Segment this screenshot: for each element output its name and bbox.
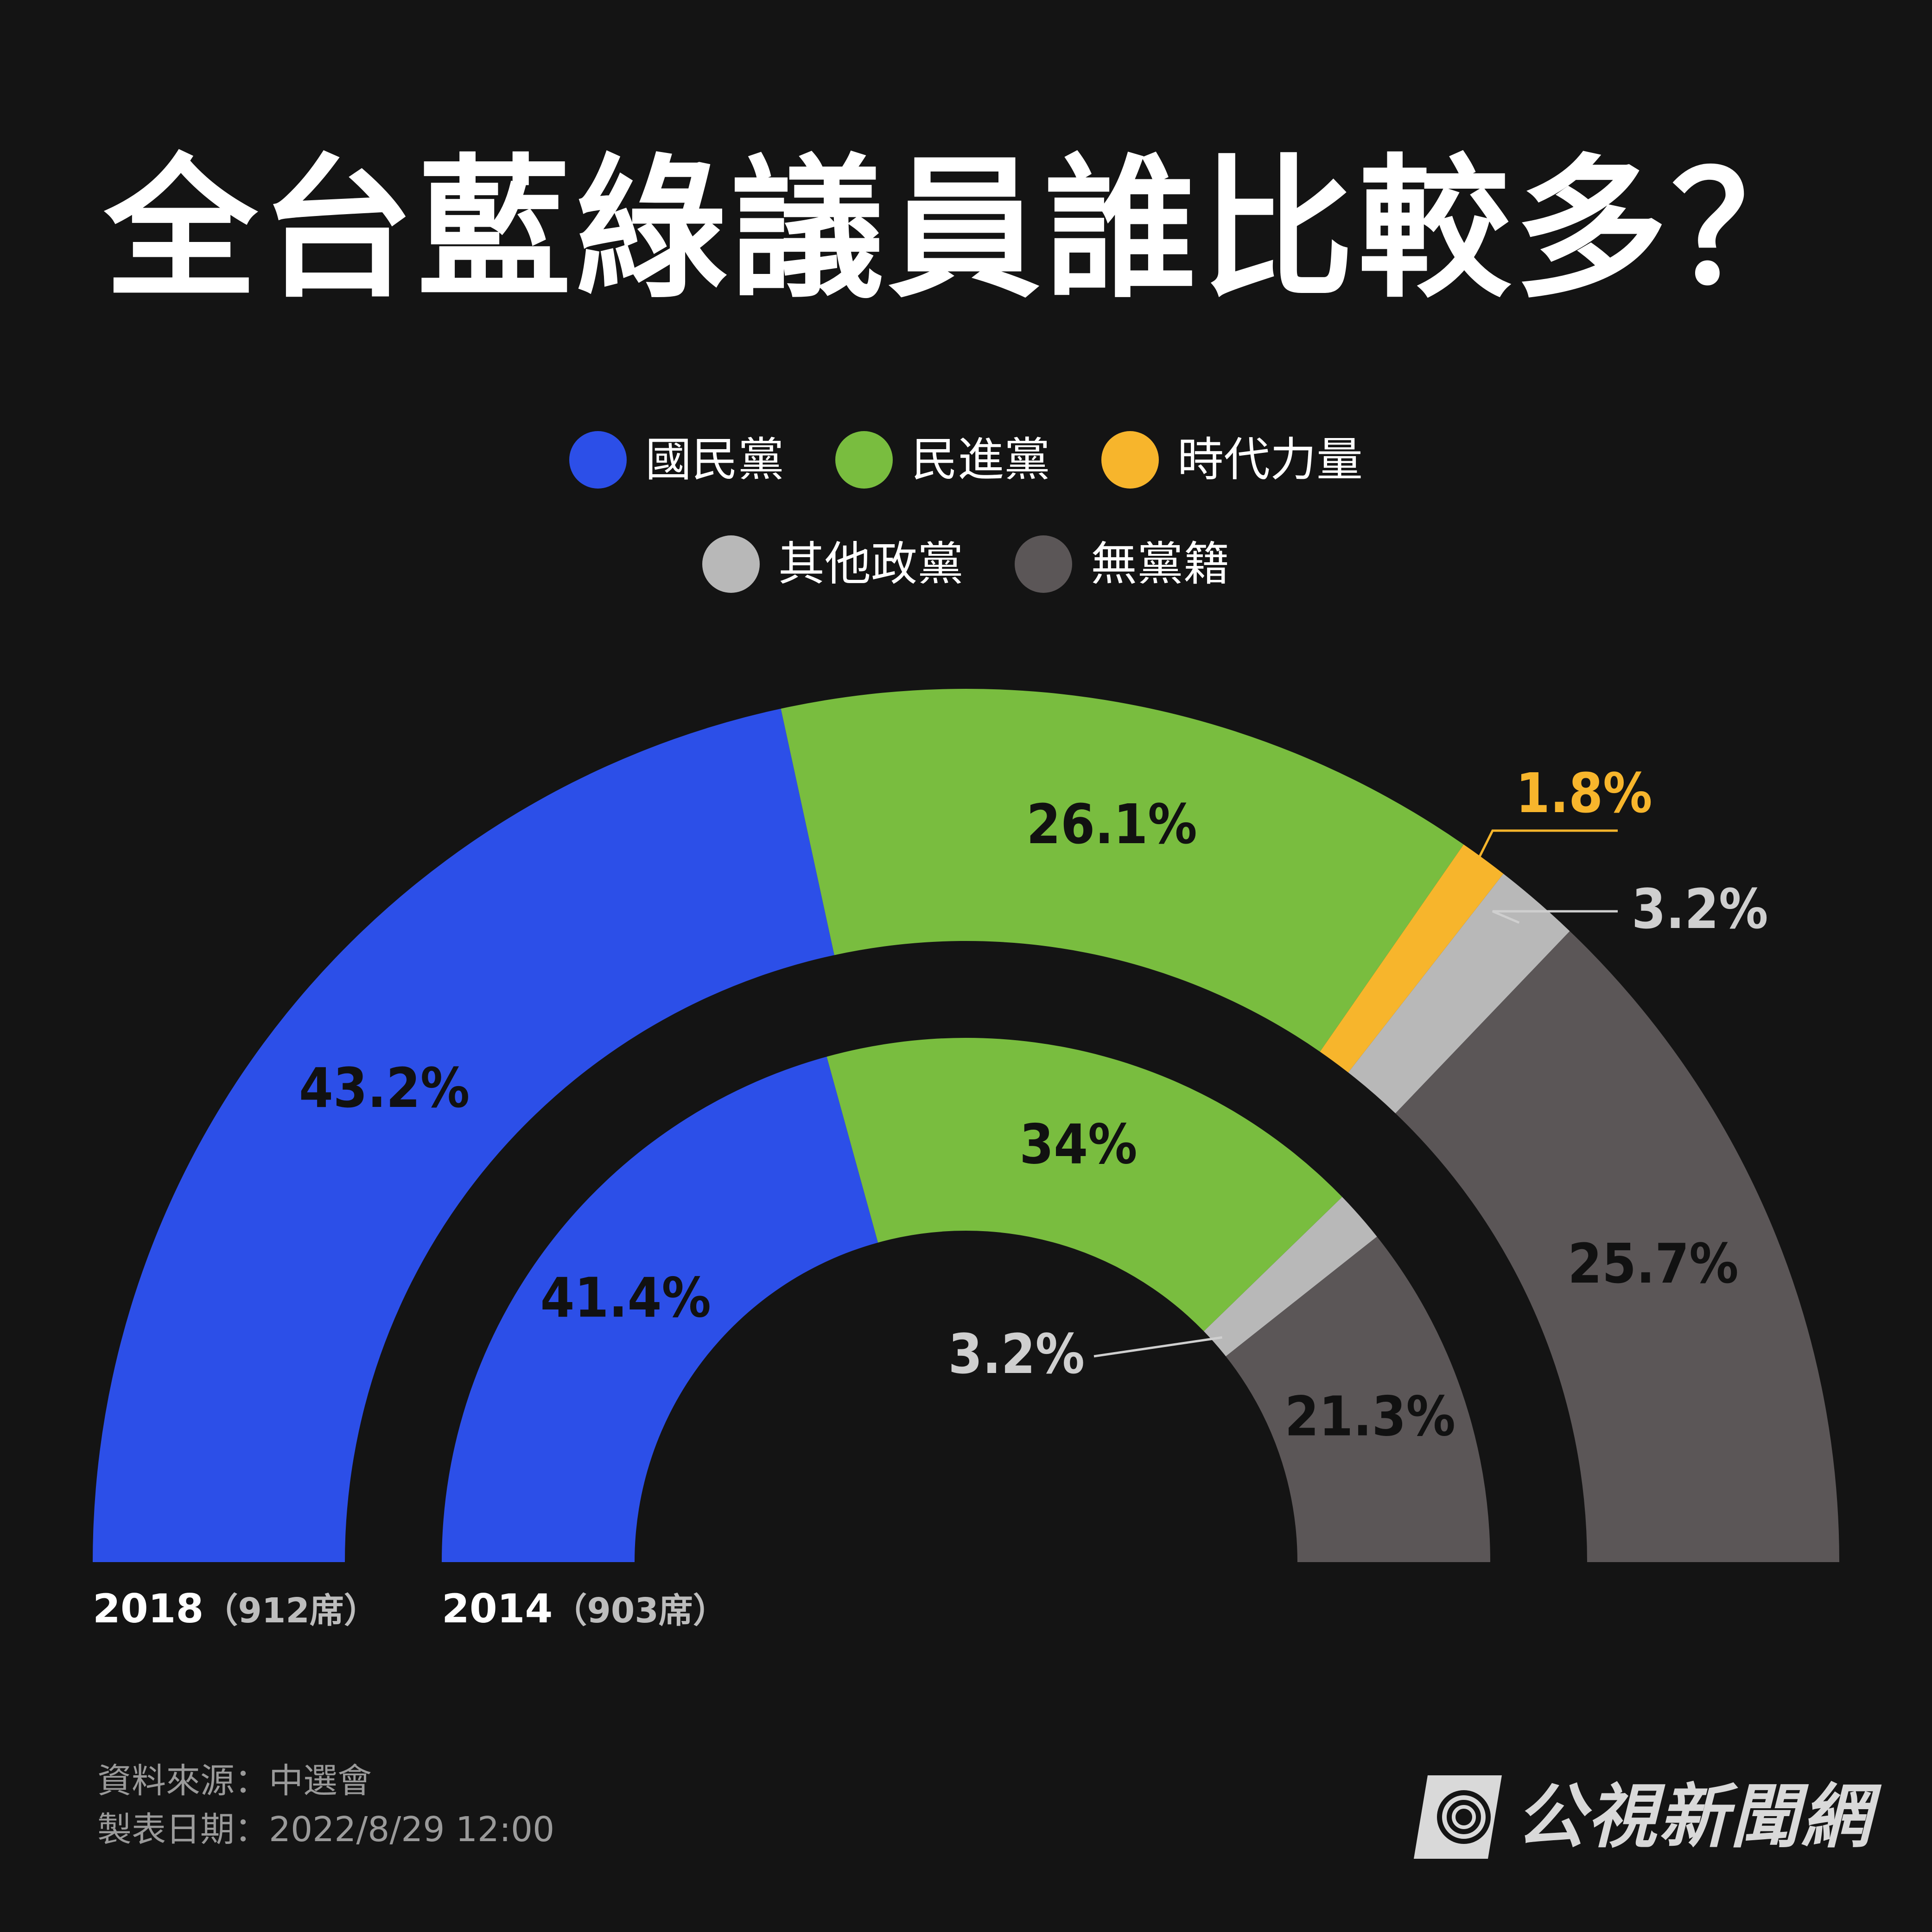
slice-label-2018-kmt: 43.2% (299, 1056, 470, 1120)
legend-label-kmt: 國民黨 (645, 432, 784, 487)
legend-item-other: 其他政黨 (702, 535, 964, 593)
legend-label-other: 其他政黨 (778, 537, 964, 591)
source-text: 資料來源：中選會 (97, 1761, 372, 1801)
legend-label-npp: 時代力量 (1177, 432, 1363, 487)
slice-2018-npp (1320, 844, 1504, 1073)
slice-2014-kmt (442, 1056, 878, 1562)
ring-label-2018: 2018（912席） (93, 1586, 378, 1632)
slice-2014-dpp (826, 1038, 1342, 1332)
legend-swatch-kmt (569, 431, 627, 489)
legend-swatch-npp (1101, 431, 1159, 489)
slice-label-2014-other: 3.2% (948, 1322, 1085, 1386)
legend-row-2: 其他政黨 無黨籍 (0, 535, 1932, 593)
legend-row-1: 國民黨 民進黨 時代力量 (0, 431, 1932, 489)
leader-line-2018-other (1492, 910, 1618, 924)
legend-item-dpp: 民進黨 (835, 431, 1050, 489)
date-text: 製表日期：2022/8/29 12:00 (97, 1810, 555, 1849)
legend-swatch-other (702, 535, 760, 593)
slice-label-2014-dpp: 34% (1019, 1112, 1137, 1176)
brand-name: 公視新聞網 (1516, 1777, 1873, 1857)
legend-label-independent: 無黨籍 (1091, 537, 1230, 591)
footer-source: 資料來源：中選會 製表日期：2022/8/29 12:00 (97, 1757, 554, 1854)
slice-2014-independent (1226, 1236, 1490, 1562)
slice-2018-other (1348, 873, 1570, 1113)
legend-item-npp: 時代力量 (1101, 431, 1363, 489)
slice-2018-dpp (781, 689, 1464, 1052)
ring-label-2014: 2014（903席） (442, 1586, 727, 1632)
legend-item-independent: 無黨籍 (1015, 535, 1230, 593)
slice-label-2018-npp: 1.8% (1516, 761, 1652, 825)
leader-line-2014-other (1093, 1336, 1222, 1358)
legend-swatch-dpp (835, 431, 893, 489)
slice-label-2014-kmt: 41.4% (540, 1266, 711, 1330)
slice-2014-other (1204, 1197, 1377, 1357)
slice-2018-kmt (93, 708, 834, 1562)
chart-title: 全台藍綠議員誰比較多？ (104, 140, 1828, 318)
slice-label-2018-other: 3.2% (1632, 877, 1768, 941)
slice-2018-independent (1395, 931, 1839, 1562)
pts-logo-icon (1414, 1775, 1502, 1859)
brand: 公視新聞網 (1409, 1771, 1873, 1863)
leader-line-2018-npp (1466, 829, 1618, 882)
slice-label-2014-independent: 21.3% (1285, 1385, 1455, 1449)
legend-swatch-independent (1015, 535, 1072, 593)
slice-label-2018-independent: 25.7% (1568, 1232, 1738, 1296)
legend-label-dpp: 民進黨 (911, 432, 1050, 487)
slice-label-2018-dpp: 26.1% (1026, 792, 1197, 856)
legend-item-kmt: 國民黨 (569, 431, 784, 489)
